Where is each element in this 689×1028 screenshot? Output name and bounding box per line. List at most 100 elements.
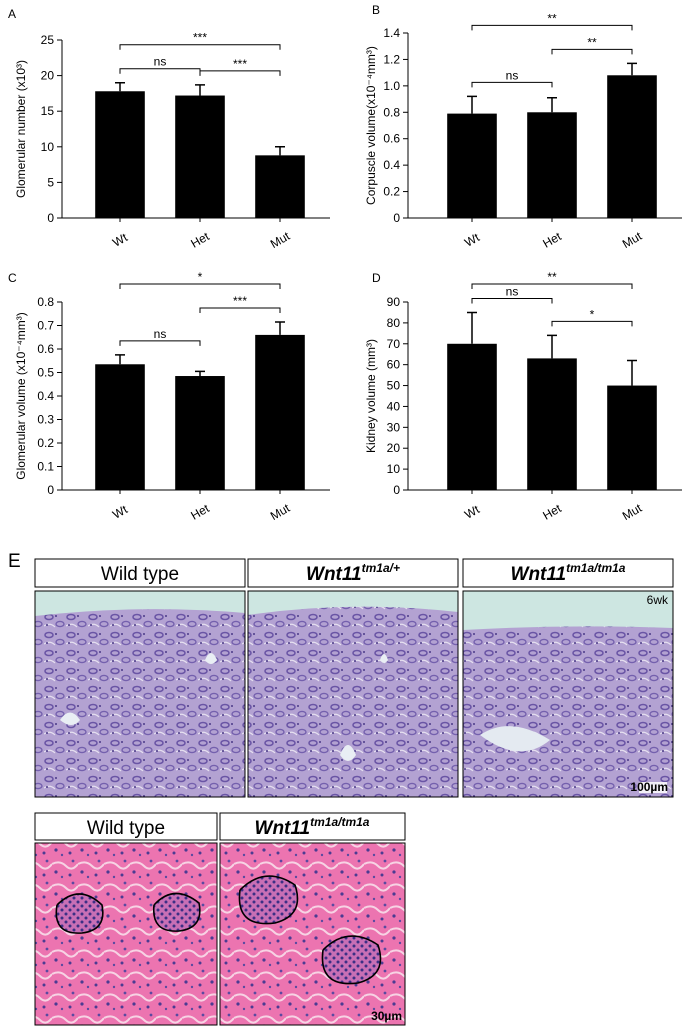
- x-tick-label: Het: [540, 229, 564, 251]
- y-tick-label: 0: [47, 483, 54, 497]
- age-label: 6wk: [647, 593, 669, 607]
- error-bar: [627, 359, 637, 386]
- y-axis-label: Glomerular volume (x10⁻⁴mm³): [14, 312, 28, 480]
- significance-bracket: [119, 44, 281, 50]
- y-tick-label: 0.7: [37, 319, 54, 333]
- bar: [255, 334, 305, 490]
- bar: [607, 75, 657, 219]
- y-tick-label: 0.1: [37, 460, 54, 474]
- micrograph: [34, 842, 218, 1026]
- x-tick-label: Het: [188, 501, 212, 523]
- significance-bracket: [119, 283, 281, 289]
- y-axis-label: Corpuscle volume(x10⁻⁴mm³): [364, 46, 378, 205]
- y-tick-label: 0.2: [37, 436, 54, 450]
- significance-label: **: [547, 270, 557, 284]
- panel-letter: E: [8, 551, 21, 572]
- error-bar: [627, 62, 637, 76]
- bar: [255, 155, 305, 218]
- significance-bracket: [551, 48, 633, 55]
- significance-bracket: [199, 307, 281, 313]
- significance-label: ***: [193, 31, 207, 45]
- significance-bracket: [119, 340, 201, 346]
- bar: [607, 385, 657, 490]
- y-tick-label: 40: [387, 399, 401, 413]
- x-tick-label: Het: [540, 501, 564, 523]
- y-tick-label: 0: [393, 211, 400, 225]
- x-tick-label: Mut: [268, 501, 293, 523]
- image-label: Wild type: [101, 564, 179, 585]
- error-bar: [195, 84, 205, 96]
- x-tick-label: Wt: [462, 502, 482, 522]
- bar: [95, 91, 145, 218]
- y-tick-label: 25: [41, 33, 55, 47]
- y-tick-label: 15: [41, 104, 55, 118]
- label-box: [219, 812, 406, 841]
- bar: [447, 113, 497, 218]
- image-label: Wnt11tm1a/tm1a: [511, 561, 626, 585]
- label-box: [247, 558, 459, 588]
- label-box: [462, 558, 674, 588]
- x-tick-label: Wt: [110, 230, 130, 250]
- bar: [95, 364, 145, 490]
- significance-label: ns: [154, 55, 167, 69]
- y-tick-label: 0.8: [37, 295, 54, 309]
- error-bar: [275, 321, 285, 335]
- y-tick-label: 1.4: [383, 26, 400, 40]
- y-tick-label: 70: [387, 337, 401, 351]
- label-box: [34, 812, 218, 841]
- panel-letter: B: [372, 3, 380, 17]
- micrograph: [247, 590, 459, 798]
- y-tick-label: 0.4: [37, 389, 54, 403]
- y-tick-label: 20: [41, 69, 55, 83]
- scale-bar-label: 30µm: [371, 1009, 402, 1023]
- bar: [175, 376, 225, 490]
- error-bar: [275, 146, 285, 156]
- label-box: [34, 558, 246, 588]
- significance-label: ***: [233, 294, 247, 308]
- y-axis-label: Glomerular number (x10³): [14, 60, 28, 198]
- y-tick-label: 0.6: [383, 132, 400, 146]
- significance-label: **: [587, 35, 597, 49]
- allele: tm1a/tm1a: [566, 561, 626, 575]
- micrograph: [34, 590, 246, 798]
- scale-bg: [639, 782, 667, 793]
- y-tick-label: 20: [387, 441, 401, 455]
- y-tick-label: 60: [387, 358, 401, 372]
- y-tick-label: 0.4: [383, 158, 400, 172]
- x-tick-label: Het: [188, 229, 212, 251]
- image-label: Wnt11tm1a/+: [306, 561, 400, 585]
- micrograph: [219, 842, 406, 1026]
- significance-bracket: [471, 297, 553, 304]
- x-tick-label: Mut: [620, 501, 645, 523]
- significance-label: ***: [233, 57, 247, 71]
- x-tick-label: Mut: [268, 229, 293, 251]
- significance-label: ns: [506, 68, 519, 82]
- significance-bracket: [551, 320, 633, 327]
- error-bar: [467, 311, 477, 344]
- significance-label: *: [590, 307, 595, 321]
- significance-label: **: [547, 11, 557, 25]
- x-tick-label: Wt: [462, 230, 482, 250]
- gene-name: Wnt11: [255, 818, 311, 839]
- y-tick-label: 10: [41, 140, 55, 154]
- y-tick-label: 0.8: [383, 105, 400, 119]
- y-tick-label: 50: [387, 379, 401, 393]
- y-axis-label: Kidney volume (mm³): [364, 339, 378, 453]
- y-tick-label: 1.0: [383, 79, 400, 93]
- panel-letter: D: [372, 271, 381, 285]
- significance-bracket: [119, 68, 201, 74]
- error-bar: [467, 95, 477, 114]
- gene-name: Wnt11: [306, 564, 362, 585]
- y-tick-label: 5: [47, 175, 54, 189]
- y-tick-label: 90: [387, 295, 401, 309]
- significance-label: *: [198, 270, 203, 284]
- bar: [447, 343, 497, 490]
- error-bar: [547, 97, 557, 113]
- gene-name: Wnt11: [511, 564, 567, 585]
- y-tick-label: 80: [387, 316, 401, 330]
- significance-bracket: [199, 70, 281, 76]
- y-tick-label: 0.2: [383, 185, 400, 199]
- allele: tm1a/tm1a: [310, 815, 370, 829]
- micrograph: [462, 590, 674, 798]
